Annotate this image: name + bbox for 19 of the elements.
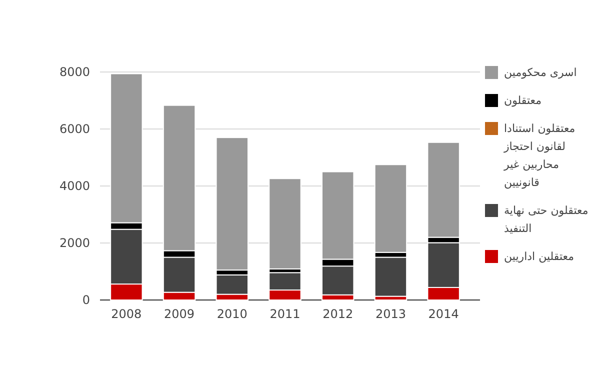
legend-label: معتقلون استنادا لقانون احتجاز محاربين غير قانونيين — [503, 122, 576, 189]
x-tick-label: 2010 — [216, 307, 248, 321]
y-tick-label: 2000 — [59, 236, 90, 250]
x-tick-label: 2008 — [111, 307, 142, 321]
y-tick-label: 8000 — [59, 65, 90, 79]
x-tick-label: 2013 — [375, 307, 406, 321]
x-tick-label: 2009 — [164, 307, 195, 321]
legend-label: معتقلون — [504, 94, 542, 107]
x-tick-label: 2014 — [428, 307, 459, 321]
x-tick-label: 2012 — [322, 307, 354, 321]
x-tick-label: 2011 — [270, 307, 300, 321]
legend-label: معتقلون حتى نهاية التنفيذ — [504, 204, 588, 235]
bar — [374, 256, 408, 297]
legend-label: معتقلين اداريين — [504, 250, 574, 263]
y-tick-label: 0 — [82, 293, 90, 307]
legend-label: اسرى محكومين — [504, 66, 577, 79]
y-tick-label: 6000 — [59, 122, 90, 136]
y-tick-label: 4000 — [59, 179, 90, 193]
bar — [268, 178, 302, 270]
